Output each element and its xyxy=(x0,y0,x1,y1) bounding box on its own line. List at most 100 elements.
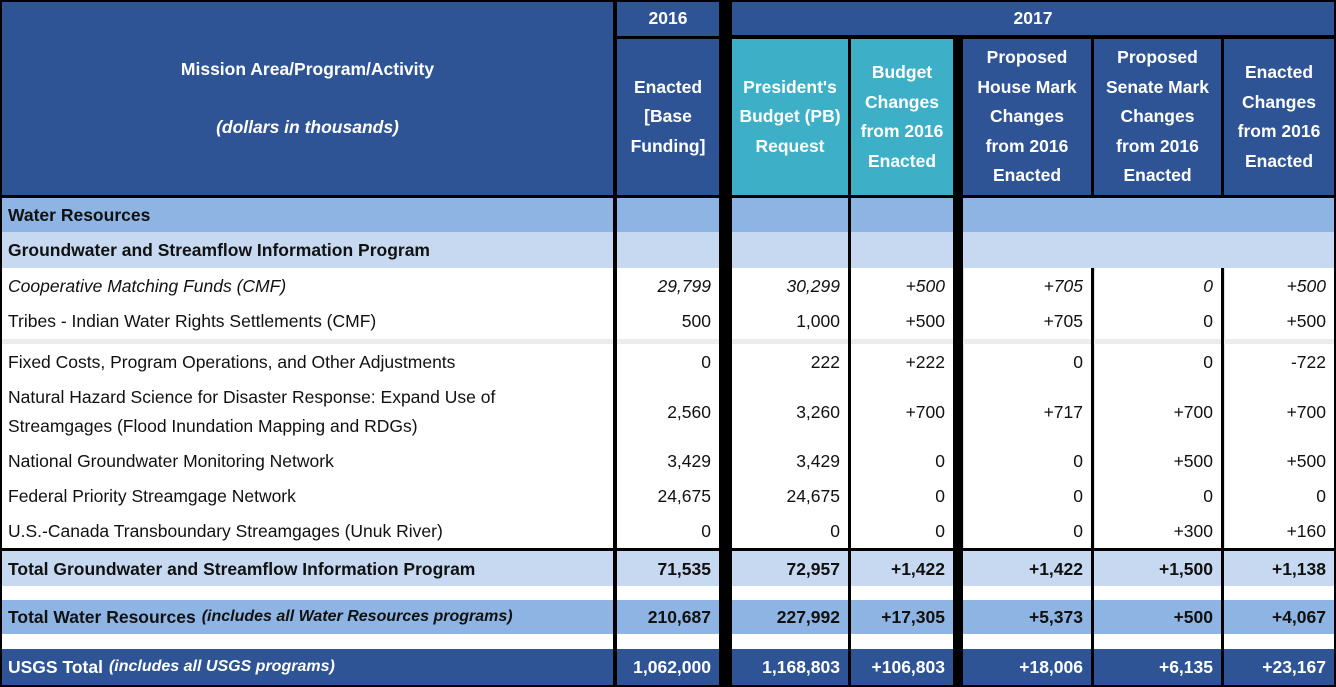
total-value: +1,500 xyxy=(1094,551,1221,586)
year-2017-header: 2017 xyxy=(732,2,1334,35)
row-value: +705 xyxy=(963,303,1091,339)
total-value: +18,006 xyxy=(963,649,1091,685)
row-value: 0 xyxy=(1094,478,1221,513)
section-fill xyxy=(732,232,848,268)
section-fill xyxy=(732,198,848,232)
row-value: 0 xyxy=(963,444,1091,478)
row-label: Fixed Costs, Program Operations, and Oth… xyxy=(8,352,456,372)
total-label-text: Total Water Resources xyxy=(8,607,196,627)
total-value: +6,135 xyxy=(1094,649,1221,685)
row-value: 0 xyxy=(935,485,945,506)
row-value: 1,000 xyxy=(796,311,840,331)
row-value: 0 xyxy=(1094,303,1221,339)
section-water-resources: Water Resources xyxy=(2,198,613,232)
row-label: U.S.-Canada Transboundary Streamgages (U… xyxy=(8,520,443,541)
header-label-cell: Mission Area/Program/Activity (dollars i… xyxy=(2,2,613,195)
spacer-row xyxy=(2,586,613,600)
section-fill xyxy=(963,232,1334,268)
table-subtitle: (dollars in thousands) xyxy=(216,117,399,137)
total-value: 210,687 xyxy=(617,600,719,634)
row-bg xyxy=(617,339,719,344)
row-value: 30,299 xyxy=(786,275,840,296)
total-label-text: USGS Total xyxy=(8,657,103,677)
spacer-row xyxy=(851,634,953,649)
row-value: +500 xyxy=(1224,303,1334,339)
row-bg xyxy=(851,344,953,548)
row-value: +222 xyxy=(905,352,945,372)
section-fill xyxy=(851,198,953,232)
year-2016-header: 2016 xyxy=(617,2,719,36)
total-value: +1,422 xyxy=(851,551,953,586)
row-label: Tribes - Indian Water Rights Settlements… xyxy=(8,311,377,331)
row-bg xyxy=(963,268,1091,339)
total-label: USGS Total (includes all USGS programs) xyxy=(2,649,613,685)
row-value: 0 xyxy=(701,520,711,541)
section-fill xyxy=(851,232,953,268)
total-value: 71,535 xyxy=(617,551,719,586)
col-header-enacted-changes: Enacted Changes from 2016 Enacted xyxy=(1224,39,1334,195)
row-value: +717 xyxy=(963,380,1091,444)
total-value: +106,803 xyxy=(851,649,953,685)
row-bg xyxy=(963,344,1091,548)
row-bg xyxy=(732,268,848,339)
row-value: 24,675 xyxy=(657,485,711,506)
total-value: 1,168,803 xyxy=(732,649,848,685)
row-value: 0 xyxy=(963,513,1091,548)
total-label: Total Water Resources (includes all Water… xyxy=(2,600,613,634)
row-bg xyxy=(1224,339,1334,344)
row-bg xyxy=(963,339,1091,344)
row-value: +500 xyxy=(1094,444,1221,478)
row-bg xyxy=(1224,268,1334,339)
total-label-note: (includes all USGS programs) xyxy=(108,658,335,675)
row-value: +700 xyxy=(1224,380,1334,444)
row-label: National Groundwater Monitoring Network xyxy=(8,451,334,471)
row-value: +705 xyxy=(963,268,1091,303)
row-value: 0 xyxy=(1224,478,1334,513)
row-value: 0 xyxy=(935,451,945,471)
row-value: +300 xyxy=(1094,513,1221,548)
col-header-senate-mark: Proposed Senate Mark Changes from 2016 E… xyxy=(1094,39,1221,195)
total-label-text: Total Groundwater and Streamflow Informa… xyxy=(8,558,476,579)
row-value: 3,429 xyxy=(796,451,840,471)
total-label: Total Groundwater and Streamflow Informa… xyxy=(2,551,613,586)
total-value: +23,167 xyxy=(1224,649,1334,685)
row-label: Federal Priority Streamgage Network xyxy=(8,485,296,506)
row-bg xyxy=(1094,268,1221,339)
row-bg xyxy=(1224,344,1334,548)
total-value: +500 xyxy=(1094,600,1221,634)
section-fill xyxy=(963,198,1334,232)
spacer-row xyxy=(617,634,719,649)
row-bg xyxy=(1094,344,1221,548)
table-title: Mission Area/Program/Activity xyxy=(180,58,435,79)
spacer-row xyxy=(1224,586,1334,600)
total-value: 227,992 xyxy=(732,600,848,634)
row-label: Natural Hazard Science for Disaster Resp… xyxy=(8,386,496,437)
row-value: 2,560 xyxy=(667,402,711,422)
col-header-enacted-2016: Enacted [Base Funding] xyxy=(617,39,719,195)
row-value: 29,799 xyxy=(657,275,711,296)
spacer-row xyxy=(617,586,719,600)
total-value: 1,062,000 xyxy=(617,649,719,685)
row-value: +500 xyxy=(1224,268,1334,303)
col-header-pb-request: President's Budget (PB) Request xyxy=(732,39,848,195)
row-value: 0 xyxy=(963,478,1091,513)
row-value: 0 xyxy=(963,344,1091,380)
row-value: 0 xyxy=(1094,268,1221,303)
section-fill xyxy=(617,232,719,268)
total-value: +5,373 xyxy=(963,600,1091,634)
row-value: +160 xyxy=(1224,513,1334,548)
total-value: +1,422 xyxy=(963,551,1091,586)
row-value: 0 xyxy=(935,520,945,541)
row-bg xyxy=(2,339,613,344)
spacer-row xyxy=(1094,634,1221,649)
col-header-budget-changes: Budget Changes from 2016 Enacted xyxy=(851,39,953,195)
spacer-row xyxy=(851,586,953,600)
row-bg xyxy=(2,268,613,339)
row-value: +500 xyxy=(1224,444,1334,478)
total-value: +4,067 xyxy=(1224,600,1334,634)
total-value: +17,305 xyxy=(851,600,953,634)
section-fill xyxy=(617,198,719,232)
row-value: 500 xyxy=(681,311,711,331)
row-value: 222 xyxy=(810,352,840,372)
row-value: 24,675 xyxy=(786,485,840,506)
